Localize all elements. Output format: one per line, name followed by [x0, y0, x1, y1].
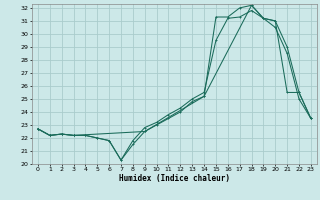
X-axis label: Humidex (Indice chaleur): Humidex (Indice chaleur) [119, 174, 230, 183]
